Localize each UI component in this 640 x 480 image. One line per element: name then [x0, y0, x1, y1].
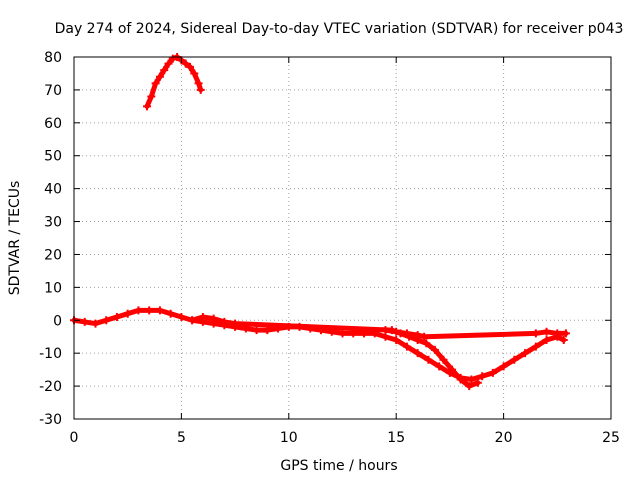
x-tick-label: 20 [495, 430, 513, 446]
data-point [456, 375, 465, 384]
data-point [168, 54, 177, 63]
data-point [488, 368, 497, 377]
data-point [430, 345, 439, 354]
y-tick-label: 10 [44, 280, 62, 296]
series-trace [189, 314, 481, 389]
x-tick-label: 10 [280, 430, 298, 446]
data-point [542, 327, 551, 336]
x-tick-label: 15 [387, 430, 405, 446]
data-point [160, 66, 169, 75]
data-point [448, 365, 457, 374]
y-tick-label: -30 [39, 412, 62, 428]
y-tick-label: 60 [44, 116, 62, 132]
data-point [531, 342, 540, 351]
series-3 [381, 326, 570, 341]
data-point [263, 326, 272, 335]
data-point [420, 332, 429, 341]
data-point [196, 85, 205, 94]
data-point [542, 336, 551, 345]
data-point [531, 329, 540, 338]
data-point [338, 329, 347, 338]
y-tick-label: 20 [44, 247, 62, 263]
data-point [559, 336, 568, 345]
data-point [190, 69, 199, 78]
data-point [510, 355, 519, 364]
data-point [467, 375, 476, 384]
data-point [166, 309, 175, 318]
y-tick-label: 40 [44, 182, 62, 198]
data-point [424, 355, 433, 364]
data-point [155, 306, 164, 315]
data-point [413, 331, 422, 340]
data-point [553, 329, 562, 338]
data-point [435, 362, 444, 371]
data-point [392, 327, 401, 336]
grid-layer [74, 57, 611, 419]
y-tick-label: 80 [44, 50, 62, 66]
data-point [151, 79, 160, 88]
y-tick-label: 30 [44, 215, 62, 231]
x-axis-title: GPS time / hours [280, 458, 397, 474]
data-point [422, 339, 431, 348]
chart-title: Day 274 of 2024, Sidereal Day-to-day VTE… [55, 21, 624, 37]
data-point [478, 372, 487, 381]
data-point [91, 319, 100, 328]
data-point [473, 378, 482, 387]
data-point [209, 314, 218, 323]
y-tick-label: 70 [44, 83, 62, 99]
data-point [402, 342, 411, 351]
data-point [499, 362, 508, 371]
data-point [231, 319, 240, 328]
data-point [145, 306, 154, 315]
data-point [194, 79, 203, 88]
data-point [102, 316, 111, 325]
data-point [188, 316, 197, 325]
x-tick-label: 25 [602, 430, 620, 446]
data-point [177, 312, 186, 321]
data-point [252, 326, 261, 335]
data-point [164, 59, 173, 68]
data-point [134, 306, 143, 315]
data-point [402, 329, 411, 338]
x-tick-label: 5 [177, 430, 186, 446]
data-point [220, 317, 229, 326]
y-tick-label: -10 [39, 346, 62, 362]
data-point [155, 72, 164, 81]
data-point [112, 312, 121, 321]
data-point [521, 349, 530, 358]
data-point [147, 92, 156, 101]
data-point [181, 59, 190, 68]
x-tick-label: 0 [70, 430, 79, 446]
y-tick-label: 0 [53, 313, 62, 329]
data-point [465, 382, 474, 391]
y-tick-label: -20 [39, 379, 62, 395]
data-point [143, 102, 152, 111]
data-point [185, 62, 194, 71]
data-point [413, 349, 422, 358]
y-tick-label: 50 [44, 149, 62, 165]
data-point [439, 355, 448, 364]
series-1 [70, 306, 568, 384]
plot-frame [73, 56, 612, 420]
y-axis-title: SDTVAR / TECUs [7, 181, 23, 296]
data-point [392, 336, 401, 345]
data-point [198, 312, 207, 321]
data-point [123, 309, 132, 318]
data-point [80, 317, 89, 326]
data-point [381, 326, 390, 335]
data-layer [70, 53, 570, 391]
tick-layer: 0 5 10 15 20 25 -30 -20 -10 0 10 20 30 40 50 60 70 80 [39, 50, 620, 446]
data-point [561, 329, 570, 338]
